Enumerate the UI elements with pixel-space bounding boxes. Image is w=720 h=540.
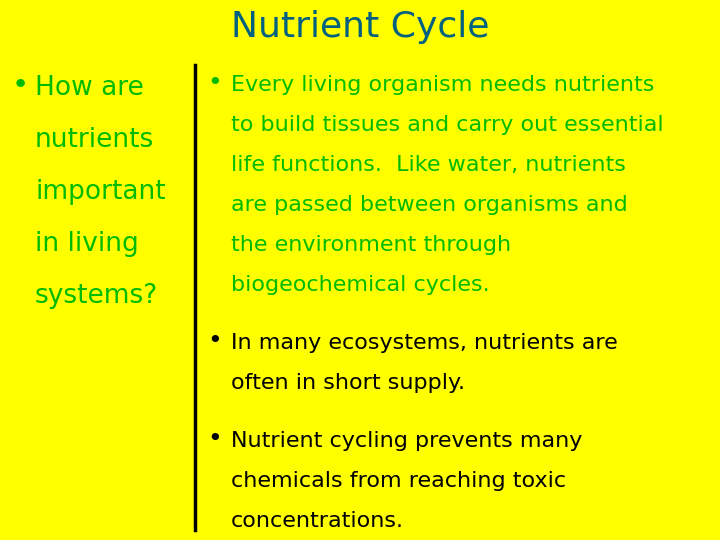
Text: •: • [207,427,222,451]
Text: nutrients: nutrients [35,127,154,153]
Text: concentrations.: concentrations. [231,511,404,531]
Text: Every living organism needs nutrients: Every living organism needs nutrients [231,75,654,95]
Text: in living: in living [35,231,139,257]
Text: •: • [12,71,30,99]
Text: often in short supply.: often in short supply. [231,373,465,393]
Text: •: • [207,71,222,95]
Text: are passed between organisms and: are passed between organisms and [231,195,628,215]
Text: chemicals from reaching toxic: chemicals from reaching toxic [231,471,566,491]
Text: How are: How are [35,75,144,101]
Text: Nutrient cycling prevents many: Nutrient cycling prevents many [231,431,582,451]
Text: In many ecosystems, nutrients are: In many ecosystems, nutrients are [231,333,618,353]
Text: life functions.  Like water, nutrients: life functions. Like water, nutrients [231,155,626,175]
Text: to build tissues and carry out essential: to build tissues and carry out essential [231,115,664,135]
Text: systems?: systems? [35,283,158,309]
Text: biogeochemical cycles.: biogeochemical cycles. [231,275,490,295]
Text: Nutrient Cycle: Nutrient Cycle [231,10,489,44]
Text: important: important [35,179,166,205]
Text: the environment through: the environment through [231,235,511,255]
Text: •: • [207,329,222,353]
